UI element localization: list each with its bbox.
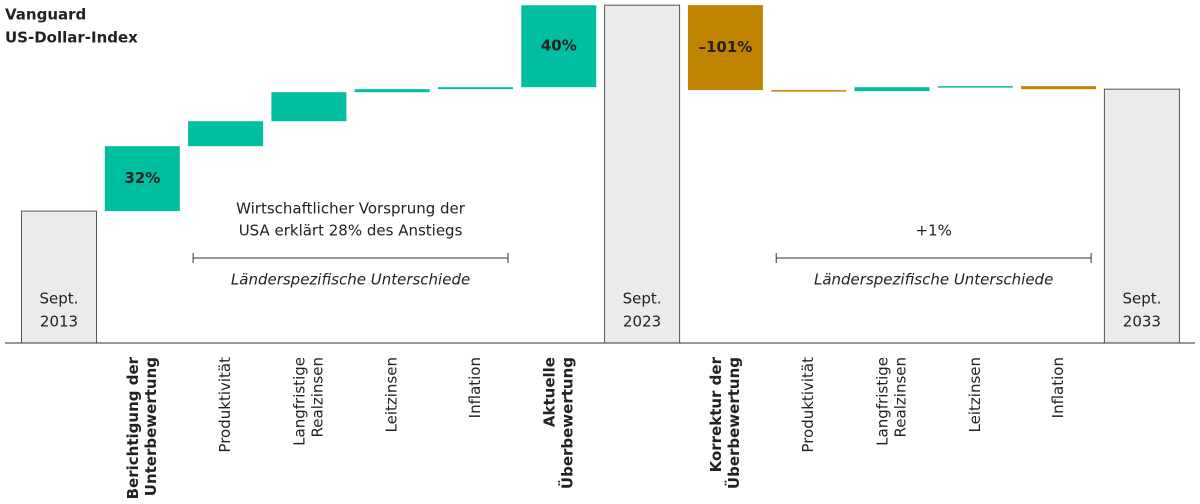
x-tick-label: Berichtigung der [124,356,142,499]
x-tick-label: Leitzinsen [966,357,984,432]
delta-bar [354,89,430,93]
x-tick-label: Langfristige [290,357,308,446]
delta-bar [521,5,597,88]
x-tick-label: Produktivität [216,357,234,453]
delta-bar [104,146,180,212]
total-bar [21,210,97,344]
total-label: 2023 [623,313,661,331]
total-label: 2033 [1123,313,1161,331]
annotation-caption: Länderspezifische Unterschiede [231,271,470,289]
total-label: Sept. [1122,290,1161,308]
x-tick-label: Realzinsen [308,357,326,437]
annotation-text: Wirtschaftlicher Vorsprung der [236,200,466,218]
chart-title: US-Dollar-Index [5,29,138,47]
delta-bar [271,92,347,122]
chart-title: Vanguard [5,6,86,24]
delta-bar [188,121,264,147]
bar-label: –101% [698,38,752,56]
delta-bar [438,87,513,90]
total-label: Sept. [40,290,79,308]
x-tick-label: Inflation [1049,357,1067,418]
delta-bar [1021,86,1097,90]
x-tick-label: Realzinsen [892,357,910,437]
delta-bar [687,5,763,91]
x-tick-label: Aktuelle [540,357,558,427]
x-tick-label: Produktivität [799,357,817,453]
x-tick-label: Langfristige [874,357,892,446]
annotation-text: +1% [915,222,951,240]
x-tick-label: Inflation [466,357,484,418]
delta-bar [771,90,847,92]
x-tick-label: Leitzinsen [383,357,401,432]
x-tick-label: Unterbewertung [142,357,160,496]
bar-label: 32% [124,169,160,187]
annotation-text: USA erklärt 28% des Anstiegs [239,222,463,240]
delta-bar [937,86,1013,88]
bar-label: 40% [541,37,577,55]
delta-bar [854,87,930,92]
total-label: 2013 [40,313,78,331]
total-label: Sept. [623,290,662,308]
x-tick-label: Überbewertung [557,357,576,489]
x-tick-label: Korrektur der [707,356,725,472]
annotation-caption: Länderspezifische Unterschiede [814,271,1053,289]
total-bar [604,4,681,344]
x-tick-label: Überbewertung [724,357,743,489]
